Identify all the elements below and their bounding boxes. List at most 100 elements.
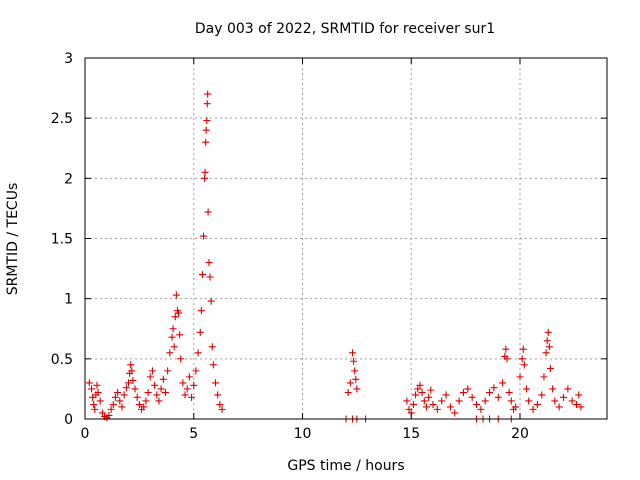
data-point [499, 379, 507, 387]
data-point [159, 375, 167, 383]
data-point [93, 381, 101, 389]
data-point [203, 117, 211, 125]
data-point [505, 389, 513, 397]
data-point [427, 386, 435, 394]
data-point [544, 328, 552, 336]
data-point [349, 349, 357, 357]
data-point [551, 397, 559, 405]
data-point [202, 126, 210, 134]
data-point [420, 397, 428, 405]
data-point [542, 349, 550, 357]
data-point [206, 273, 214, 281]
data-point [164, 367, 172, 375]
data-point [207, 297, 215, 305]
data-point [503, 355, 511, 363]
data-point [519, 345, 527, 353]
data-point [209, 361, 217, 369]
data-point [352, 375, 360, 383]
data-point [135, 401, 143, 409]
data-point [109, 401, 117, 409]
data-point [203, 100, 211, 108]
data-point [205, 259, 213, 267]
data-point [176, 331, 184, 339]
data-point [85, 379, 93, 387]
data-point [175, 309, 183, 317]
data-point [105, 411, 113, 419]
data-point [525, 397, 533, 405]
data-point [133, 393, 141, 401]
data-point [218, 405, 226, 413]
data-point [118, 403, 126, 411]
data-point [549, 385, 557, 393]
data-point [169, 325, 177, 333]
data-point [202, 138, 210, 146]
data-point [208, 343, 216, 351]
data-point [146, 373, 154, 381]
data-point [433, 405, 441, 413]
data-point [201, 168, 209, 176]
data-point [157, 385, 165, 393]
data-point [128, 367, 136, 375]
data-point [351, 367, 359, 375]
x-tick-label: 15 [402, 426, 420, 442]
data-point [171, 313, 179, 321]
data-points [85, 90, 585, 423]
data-point [409, 401, 417, 409]
data-point [490, 384, 498, 392]
data-point [140, 403, 148, 411]
data-point [183, 385, 191, 393]
data-point [188, 393, 196, 401]
data-point [185, 373, 193, 381]
data-point [455, 397, 463, 405]
data-point [201, 174, 209, 182]
data-point [516, 373, 524, 381]
data-point [425, 393, 433, 401]
data-point [353, 385, 361, 393]
data-point [90, 401, 98, 409]
data-point [575, 391, 583, 399]
data-point [486, 389, 494, 397]
data-point [438, 397, 446, 405]
data-point [94, 389, 102, 397]
data-point [405, 405, 413, 413]
data-point [346, 379, 354, 387]
grid-lines [85, 58, 607, 419]
data-point [533, 401, 541, 409]
data-point [429, 401, 437, 409]
y-tick-label: 1 [64, 292, 73, 308]
data-point [477, 405, 485, 413]
data-point [172, 291, 180, 299]
data-point [214, 391, 222, 399]
data-point [170, 343, 178, 351]
data-point [494, 393, 502, 401]
data-point [555, 403, 563, 411]
data-point [442, 391, 450, 399]
data-point [96, 397, 104, 405]
data-point [414, 385, 422, 393]
data-point [451, 409, 459, 417]
y-tick-label: 3 [64, 51, 73, 67]
data-point [181, 391, 189, 399]
data-point [120, 391, 128, 399]
data-point [540, 373, 548, 381]
data-point [192, 367, 200, 375]
data-point [125, 379, 132, 387]
data-point [107, 405, 115, 413]
y-axis-label: SRMTID / TECUs [5, 183, 21, 296]
data-point [464, 385, 472, 393]
data-point [350, 357, 358, 365]
y-tick-label: 2 [64, 171, 73, 187]
data-point [416, 381, 424, 389]
data-point [155, 397, 163, 405]
data-point [538, 391, 546, 399]
chart-title: Day 003 of 2022, SRMTID for receiver sur… [195, 21, 495, 37]
data-point [129, 376, 137, 384]
data-point [459, 389, 467, 397]
x-tick-label: 5 [189, 426, 198, 442]
data-point [111, 393, 119, 401]
y-tick-label: 1.5 [51, 232, 73, 248]
data-point [344, 389, 352, 397]
data-point [422, 403, 430, 411]
x-tick-label: 10 [294, 426, 312, 442]
